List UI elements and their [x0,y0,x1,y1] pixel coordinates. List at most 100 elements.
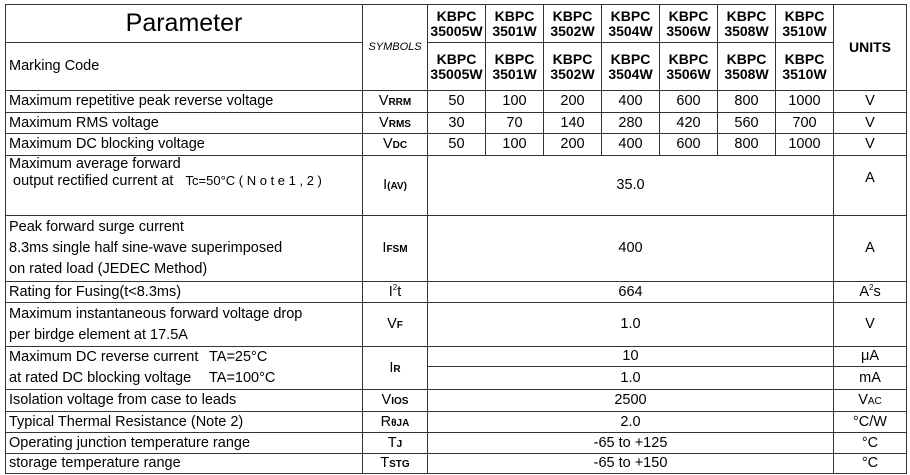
symbol: TJ [362,432,428,455]
value: 2.0 [427,411,834,434]
unit: A [833,215,907,282]
value: 600 [659,133,718,156]
model-header: KBPC 3504W [601,4,660,43]
value: 50 [427,90,486,113]
row-vdc: Maximum DC blocking voltage VDC 50 100 200… [5,133,907,156]
row-iav: Maximum average forward output rectified… [5,155,907,216]
value: 35.0 [427,155,834,216]
unit: V [833,133,907,156]
marking-code: KBPC 3502W [543,42,602,91]
parameter: Maximum DC reverse current TA=25°C at rate… [5,345,363,391]
symbol: IFSM [362,215,428,282]
value: 200 [543,133,602,156]
marking-code: KBPC 35005W [427,42,486,91]
marking-code: KBPC 3508W [717,42,776,91]
parameter: Peak forward surge current 8.3ms single h… [5,215,363,282]
unit: V [833,112,907,134]
unit: V [833,302,907,347]
symbol: VF [362,302,428,347]
value: 200 [543,90,602,113]
parameter: Rating for Fusing(t<8.3ms) [5,281,363,303]
row-i2t: Rating for Fusing(t<8.3ms) I2t 664 A2s [5,281,907,303]
unit: μA [833,345,907,368]
row-vf: Maximum instantaneous forward voltage dr… [5,302,907,347]
row-vios: Isolation voltage from case to leads VIO… [5,389,907,413]
value: 400 [601,133,660,156]
unit: °C/W [833,411,907,434]
value: 664 [427,281,834,303]
value: 800 [717,90,776,113]
value: 1000 [775,90,834,113]
marking-code: KBPC 3506W [659,42,718,91]
model-header: KBPC 3510W [775,4,834,43]
row-ir: Maximum DC reverse current TA=25°C at rate… [5,345,907,391]
symbol: VIOS [362,389,428,413]
value: 280 [601,112,660,134]
value: 10 [427,345,834,368]
unit: V [833,90,907,113]
value: 800 [717,133,776,156]
value: 1.0 [427,366,834,391]
marking-code: KBPC 3510W [775,42,834,91]
unit: °C [833,453,907,475]
model-header: KBPC 3502W [543,4,602,43]
row-tj: Operating junction temperature range TJ … [5,432,907,455]
parameter: Maximum repetitive peak reverse voltage [5,90,363,113]
model-header: KBPC 35005W [427,4,486,43]
marking-row: Marking Code KBPC 35005W KBPC 3501W KBPC 35… [5,42,907,91]
row-tstg: storage temperature range TSTG -65 to +1… [5,453,907,475]
unit: mA [833,366,907,391]
symbol: I(AV) [362,155,428,216]
value: 100 [485,90,544,113]
symbol: TSTG [362,453,428,475]
unit: °C [833,432,907,455]
value: 700 [775,112,834,134]
row-rth: Typical Thermal Resistance (Note 2) RθJA… [5,411,907,434]
value: 100 [485,133,544,156]
unit: VAC [833,389,907,413]
parameter: Maximum DC blocking voltage [5,133,363,156]
model-header: KBPC 3501W [485,4,544,43]
value: 560 [717,112,776,134]
symbols-header: SYMBOLS [362,4,428,91]
row-vrrm: Maximum repetitive peak reverse voltage … [5,90,907,113]
value: 400 [427,215,834,282]
value: -65 to +125 [427,432,834,455]
symbol: VRMS [362,112,428,134]
header-row: Parameter SYMBOLS KBPC 35005W KBPC 3501W K… [5,4,907,91]
parameter: Typical Thermal Resistance (Note 2) [5,411,363,434]
row-vrms: Maximum RMS voltage VRMS 30 70 140 280 420 56… [5,112,907,134]
symbol: IR [362,345,428,391]
value: 50 [427,133,486,156]
specifications-table: Parameter SYMBOLS KBPC 35005W KBPC 3501W K… [5,4,907,475]
parameter: Maximum average forward output rectified… [5,155,363,216]
parameter: storage temperature range [5,453,363,475]
symbol: VDC [362,133,428,156]
value: 420 [659,112,718,134]
parameter: Maximum instantaneous forward voltage dr… [5,302,363,347]
value: 600 [659,90,718,113]
symbol: I2t [362,281,428,303]
model-header: KBPC 3506W [659,4,718,43]
unit: A [833,155,907,216]
value: -65 to +150 [427,453,834,475]
value: 70 [485,112,544,134]
marking-code: KBPC 3501W [485,42,544,91]
marking-code-label: Marking Code [5,42,363,91]
value: 400 [601,90,660,113]
model-header: KBPC 3508W [717,4,776,43]
parameter: Maximum RMS voltage [5,112,363,134]
parameter: Isolation voltage from case to leads [5,389,363,413]
row-ifsm: Peak forward surge current 8.3ms single h… [5,215,907,282]
value: 1000 [775,133,834,156]
value: 140 [543,112,602,134]
marking-code: KBPC 3504W [601,42,660,91]
value: 30 [427,112,486,134]
symbol: VRRM [362,90,428,113]
parameter: Operating junction temperature range [5,432,363,455]
parameter-header: Parameter [5,4,363,43]
value: 1.0 [427,302,834,347]
unit: A2s [833,281,907,303]
symbol: RθJA [362,411,428,434]
value: 2500 [427,389,834,413]
